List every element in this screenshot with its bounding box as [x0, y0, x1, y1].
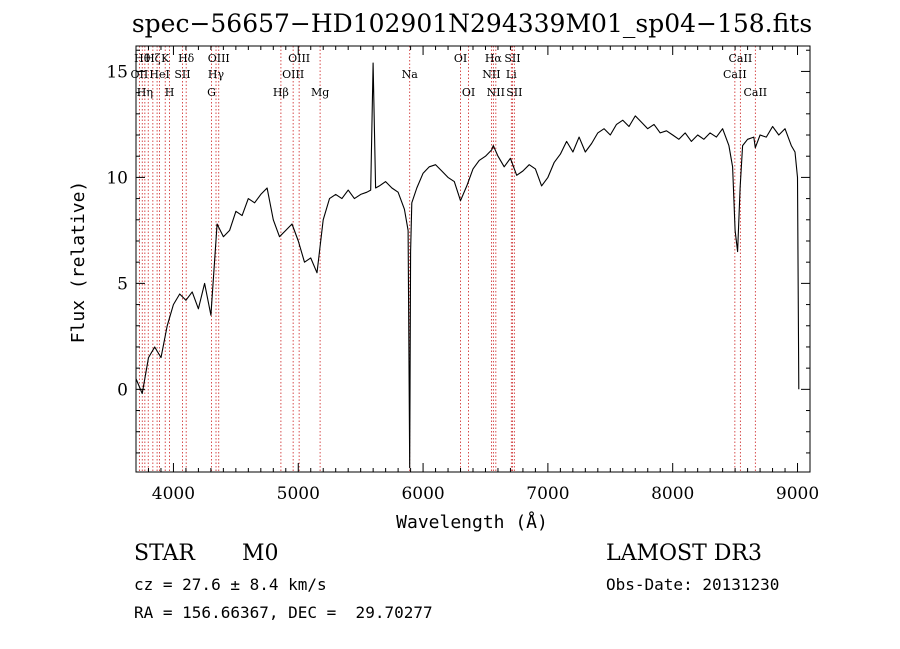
object-subclass: M0	[242, 541, 279, 566]
line-marker-label: Hα	[485, 52, 503, 65]
x-tick-label: 7000	[526, 484, 569, 504]
line-marker-label: Li	[506, 68, 517, 81]
line-marker-label: CaII	[723, 68, 747, 81]
line-marker-label: Hη	[137, 86, 153, 99]
line-marker-label: SII	[506, 86, 522, 99]
line-marker-label: H	[165, 86, 175, 99]
y-tick-label: 0	[117, 380, 128, 400]
line-marker-label: OI	[454, 52, 467, 65]
x-tick-label: 5000	[277, 484, 320, 504]
line-marker-label: Mg	[311, 86, 329, 99]
y-tick-label: 5	[117, 274, 128, 294]
line-marker-label: OIII	[288, 52, 310, 65]
line-marker-label: Na	[402, 68, 419, 81]
y-tick-label: 15	[106, 62, 128, 82]
plot-frame	[135, 45, 811, 473]
coordinates: RA = 156.66367, DEC = 29.70277	[134, 603, 433, 622]
line-marker-label: OIII	[208, 52, 230, 65]
line-marker-label: NII	[487, 86, 505, 99]
spectrum-line	[135, 62, 800, 469]
spectral-line-markers	[138, 46, 756, 472]
line-marker-label: Hδ	[178, 52, 195, 65]
x-axis: 4000 5000 6000 7000 8000 9000	[135, 46, 819, 504]
object-class: STAR	[134, 541, 196, 566]
line-marker-label: HeI	[149, 68, 169, 81]
x-tick-label: 6000	[401, 484, 444, 504]
line-marker-label: K	[161, 52, 170, 65]
line-marker-label: OI	[462, 86, 475, 99]
line-marker-label: G	[207, 86, 216, 99]
line-marker-label: Hγ	[208, 68, 225, 81]
x-tick-label: 9000	[776, 484, 819, 504]
x-tick-label: 4000	[152, 484, 195, 504]
spectral-line-labels: OII Hθ Hη Hζ HeI K H SII Hδ G Hγ OIII Hβ OIII OIII Mg Na…	[131, 52, 768, 99]
line-marker-label: OII	[131, 68, 149, 81]
line-marker-label: OIII	[282, 68, 304, 81]
line-marker-label: CaII	[743, 86, 767, 99]
y-axis: 0 5 10 15	[106, 49, 810, 454]
line-marker-label: NII	[482, 68, 500, 81]
x-axis-label: Wavelength (Å)	[396, 511, 548, 533]
line-marker-label: Hθ	[134, 52, 151, 65]
y-tick-label: 10	[106, 168, 128, 188]
spectrum-series	[135, 62, 800, 469]
line-marker-label: Hβ	[273, 86, 289, 99]
x-tick-label: 8000	[651, 484, 694, 504]
y-axis-label: Flux (relative)	[68, 181, 89, 344]
observation-date: Obs-Date: 20131230	[606, 575, 779, 594]
survey-name: LAMOST DR3	[606, 541, 762, 566]
redshift-cz: cz = 27.6 ± 8.4 km/s	[134, 575, 327, 594]
line-marker-label: Hζ	[145, 52, 161, 65]
line-marker-label: CaII	[729, 52, 753, 65]
line-marker-label: SII	[504, 52, 520, 65]
line-marker-label: SII	[174, 68, 190, 81]
chart-title: spec−56657−HD102901N294339M01_sp04−158.f…	[132, 9, 812, 38]
